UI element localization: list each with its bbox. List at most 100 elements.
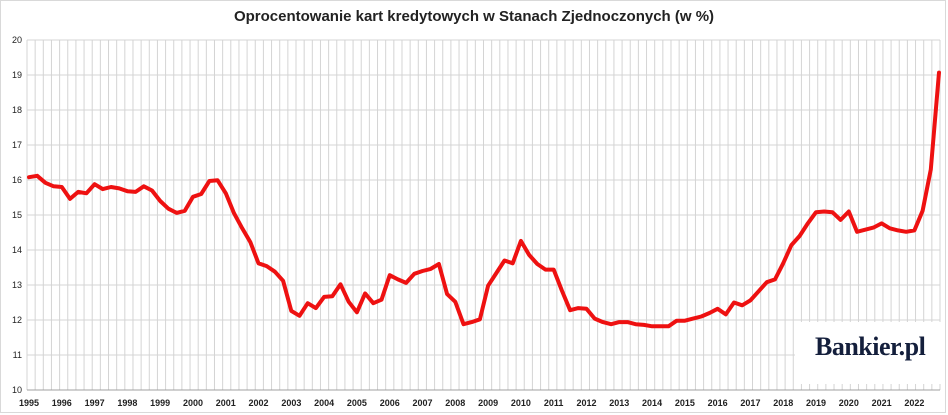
data-point	[462, 323, 465, 326]
data-point	[126, 190, 129, 193]
data-point	[110, 186, 113, 189]
x-tick-label: 2015	[675, 398, 695, 408]
data-point	[347, 300, 350, 303]
x-tick-label: 1997	[85, 398, 105, 408]
data-point	[208, 180, 211, 183]
data-point	[593, 317, 596, 320]
data-point	[60, 186, 63, 189]
y-tick-label: 14	[12, 245, 22, 255]
data-point	[847, 210, 850, 213]
data-point	[355, 311, 358, 314]
x-tick-label: 1996	[52, 398, 72, 408]
x-tick-label: 2008	[445, 398, 465, 408]
x-tick-label: 2021	[872, 398, 892, 408]
x-axis-ticks: 1995 1996 1997 1998 1999 2000 2001 2002 2003 2004…	[19, 398, 924, 408]
y-tick-label: 15	[12, 210, 22, 220]
data-point	[503, 259, 506, 262]
data-point	[175, 211, 178, 214]
data-point	[282, 279, 285, 282]
data-point	[265, 265, 268, 268]
data-point	[634, 323, 637, 326]
data-point	[339, 283, 342, 286]
y-tick-label: 20	[12, 35, 22, 45]
x-tick-label: 2019	[806, 398, 826, 408]
data-point	[708, 312, 711, 315]
x-tick-label: 2003	[281, 398, 301, 408]
data-point	[470, 321, 473, 324]
x-tick-label: 2007	[412, 398, 432, 408]
x-tick-label: 2001	[216, 398, 236, 408]
data-point	[888, 227, 891, 230]
data-point	[519, 239, 522, 242]
data-point	[806, 222, 809, 225]
y-tick-label: 16	[12, 175, 22, 185]
data-point	[642, 323, 645, 326]
data-point	[782, 262, 785, 265]
series-layer	[27, 70, 941, 329]
data-point	[421, 270, 424, 273]
data-point	[528, 253, 531, 256]
data-point	[585, 307, 588, 310]
data-point	[93, 183, 96, 186]
data-point	[733, 301, 736, 304]
y-tick-label: 17	[12, 140, 22, 150]
y-tick-label: 10	[12, 385, 22, 395]
data-point	[478, 318, 481, 321]
data-point	[683, 319, 686, 322]
data-point	[724, 313, 727, 316]
data-point	[839, 218, 842, 221]
y-tick-label: 12	[12, 315, 22, 325]
data-point	[938, 71, 941, 74]
data-point	[897, 229, 900, 232]
data-point	[372, 302, 375, 305]
data-point	[560, 289, 563, 292]
series-line	[27, 70, 941, 329]
data-point	[69, 197, 72, 200]
data-point	[921, 209, 924, 212]
data-point	[159, 200, 162, 203]
y-tick-label: 13	[12, 280, 22, 290]
data-point	[298, 314, 301, 317]
data-point	[85, 192, 88, 195]
x-tick-label: 2013	[609, 398, 629, 408]
data-point	[659, 325, 662, 328]
x-tick-label: 2020	[839, 398, 859, 408]
data-point	[290, 309, 293, 312]
data-point	[306, 302, 309, 305]
data-point	[815, 211, 818, 214]
data-point	[675, 319, 678, 322]
y-tick-label: 19	[12, 70, 22, 80]
data-point	[241, 227, 244, 230]
x-tick-label: 2002	[249, 398, 269, 408]
data-point	[511, 262, 514, 265]
data-point	[864, 228, 867, 231]
data-point	[700, 315, 703, 318]
data-point	[872, 226, 875, 229]
x-tick-label: 1998	[117, 398, 137, 408]
data-point	[331, 295, 334, 298]
x-tick-label: 2006	[380, 398, 400, 408]
data-point	[716, 307, 719, 310]
data-point	[413, 272, 416, 275]
data-point	[142, 185, 145, 188]
x-tick-label: 2014	[642, 398, 662, 408]
data-point	[929, 168, 932, 171]
data-point	[380, 298, 383, 301]
y-tick-label: 11	[13, 350, 22, 360]
data-point	[224, 192, 227, 195]
data-point	[601, 321, 604, 324]
chart-title: Oprocentowanie kart kredytowych w Stanac…	[233, 8, 715, 25]
data-point	[856, 230, 859, 233]
data-point	[536, 263, 539, 266]
x-tick-label: 2005	[347, 398, 367, 408]
data-point	[396, 278, 399, 281]
y-tick-label: 18	[12, 105, 22, 115]
data-point	[495, 272, 498, 275]
data-point	[651, 325, 654, 328]
y-axis-ticks: 10 11 12 13 14 15 16 17 18 19 20	[12, 35, 22, 395]
data-point	[667, 325, 670, 328]
data-point	[618, 321, 621, 324]
data-point	[44, 181, 47, 184]
data-point	[790, 244, 793, 247]
